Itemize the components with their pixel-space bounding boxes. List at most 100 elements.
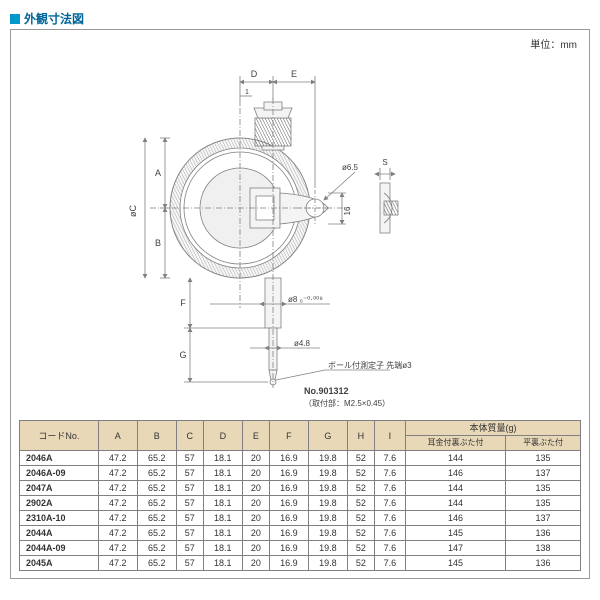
- cell-value: 57: [176, 466, 203, 481]
- cell-value: 7.6: [374, 511, 405, 526]
- dim-B: B: [155, 238, 161, 248]
- dim-dia8: ø8 ₀⁻⁰·⁰⁰⁹: [288, 295, 323, 304]
- cell-value: 19.8: [308, 541, 347, 556]
- cell-value: 136: [506, 556, 581, 571]
- cell-value: 57: [176, 451, 203, 466]
- cell-value: 19.8: [308, 526, 347, 541]
- header-bullet: [10, 14, 20, 24]
- cell-value: 16.9: [269, 481, 308, 496]
- cell-value: 20: [242, 466, 269, 481]
- table-row: 2044A-0947.265.25718.12016.919.8527.6147…: [20, 541, 581, 556]
- dim-C: øC: [128, 205, 138, 217]
- cell-value: 47.2: [98, 526, 137, 541]
- cell-value: 7.6: [374, 496, 405, 511]
- dim-dia65: ø6.5: [342, 163, 359, 172]
- dim-A: A: [155, 168, 161, 178]
- cell-value: 145: [405, 556, 505, 571]
- cell-value: 146: [405, 511, 505, 526]
- dim-D: D: [251, 69, 258, 79]
- cell-value: 65.2: [137, 526, 176, 541]
- cell-value: 137: [506, 511, 581, 526]
- cell-code: 2902A: [20, 496, 99, 511]
- col-mass1: 耳金付裏ぶた付: [405, 436, 505, 451]
- cell-value: 47.2: [98, 496, 137, 511]
- cell-value: 52: [347, 466, 374, 481]
- cell-value: 65.2: [137, 451, 176, 466]
- cell-value: 47.2: [98, 556, 137, 571]
- cell-value: 57: [176, 556, 203, 571]
- cell-value: 19.8: [308, 511, 347, 526]
- dim-E: E: [291, 69, 297, 79]
- cell-value: 52: [347, 556, 374, 571]
- dim-F: F: [180, 298, 186, 308]
- table-row: 2902A47.265.25718.12016.919.8527.6144135: [20, 496, 581, 511]
- cell-value: 20: [242, 556, 269, 571]
- cell-value: 18.1: [203, 556, 242, 571]
- probe-note: ボール付測定子 先端ø3: [328, 360, 412, 370]
- cell-value: 135: [506, 496, 581, 511]
- cell-value: 57: [176, 526, 203, 541]
- mount-spec: （取付部：M2.5×0.45）: [304, 398, 390, 408]
- cell-value: 20: [242, 541, 269, 556]
- cell-value: 18.1: [203, 496, 242, 511]
- cell-value: 16.9: [269, 541, 308, 556]
- cell-value: 7.6: [374, 466, 405, 481]
- col-E: E: [242, 421, 269, 451]
- dim-1: 1: [245, 89, 249, 96]
- cell-value: 135: [506, 481, 581, 496]
- dim-16: 16: [343, 206, 352, 215]
- cell-value: 18.1: [203, 451, 242, 466]
- col-mass2: 平裏ぶた付: [506, 436, 581, 451]
- model-no: No.901312: [304, 386, 349, 396]
- col-F: F: [269, 421, 308, 451]
- cell-value: 20: [242, 451, 269, 466]
- cell-value: 20: [242, 481, 269, 496]
- dim-S: S: [382, 158, 387, 167]
- dim-G: G: [179, 350, 186, 360]
- cell-value: 137: [506, 466, 581, 481]
- cell-value: 146: [405, 466, 505, 481]
- table-row: 2046A47.265.25718.12016.919.8527.6144135: [20, 451, 581, 466]
- col-code: コードNo.: [20, 421, 99, 451]
- cell-value: 20: [242, 511, 269, 526]
- cell-value: 57: [176, 541, 203, 556]
- cell-value: 7.6: [374, 541, 405, 556]
- dimension-table: コードNo. A B C D E F G H I 本体質量(g) 耳金付裏ぶた付…: [19, 420, 581, 571]
- cell-value: 57: [176, 496, 203, 511]
- col-G: G: [308, 421, 347, 451]
- cell-value: 52: [347, 451, 374, 466]
- cell-value: 47.2: [98, 511, 137, 526]
- cell-value: 7.6: [374, 481, 405, 496]
- table-row: 2047A47.265.25718.12016.919.8527.6144135: [20, 481, 581, 496]
- cell-value: 145: [405, 526, 505, 541]
- dimension-diagram: A B øC D E F G 1 ø6.5 16 ø8 ₀⁻⁰·⁰⁰⁹ ø4.8…: [110, 48, 490, 418]
- col-C: C: [176, 421, 203, 451]
- cell-value: 18.1: [203, 526, 242, 541]
- col-H: H: [347, 421, 374, 451]
- content-panel: 単位：mm: [10, 29, 590, 579]
- cell-value: 20: [242, 496, 269, 511]
- cell-value: 144: [405, 481, 505, 496]
- cell-value: 47.2: [98, 481, 137, 496]
- cell-code: 2046A-09: [20, 466, 99, 481]
- cell-value: 52: [347, 511, 374, 526]
- table-row: 2310A-1047.265.25718.12016.919.8527.6146…: [20, 511, 581, 526]
- cell-value: 144: [405, 496, 505, 511]
- cell-value: 136: [506, 526, 581, 541]
- cell-value: 144: [405, 451, 505, 466]
- cell-value: 7.6: [374, 526, 405, 541]
- col-mass-group: 本体質量(g): [405, 421, 580, 436]
- cell-value: 18.1: [203, 541, 242, 556]
- section-header: 外観寸法図: [10, 10, 590, 27]
- cell-value: 16.9: [269, 466, 308, 481]
- cell-value: 47.2: [98, 466, 137, 481]
- cell-value: 16.9: [269, 511, 308, 526]
- col-D: D: [203, 421, 242, 451]
- cell-value: 52: [347, 541, 374, 556]
- cell-value: 18.1: [203, 481, 242, 496]
- cell-code: 2045A: [20, 556, 99, 571]
- table-header-row: コードNo. A B C D E F G H I 本体質量(g): [20, 421, 581, 436]
- cell-value: 18.1: [203, 466, 242, 481]
- col-B: B: [137, 421, 176, 451]
- cell-value: 47.2: [98, 451, 137, 466]
